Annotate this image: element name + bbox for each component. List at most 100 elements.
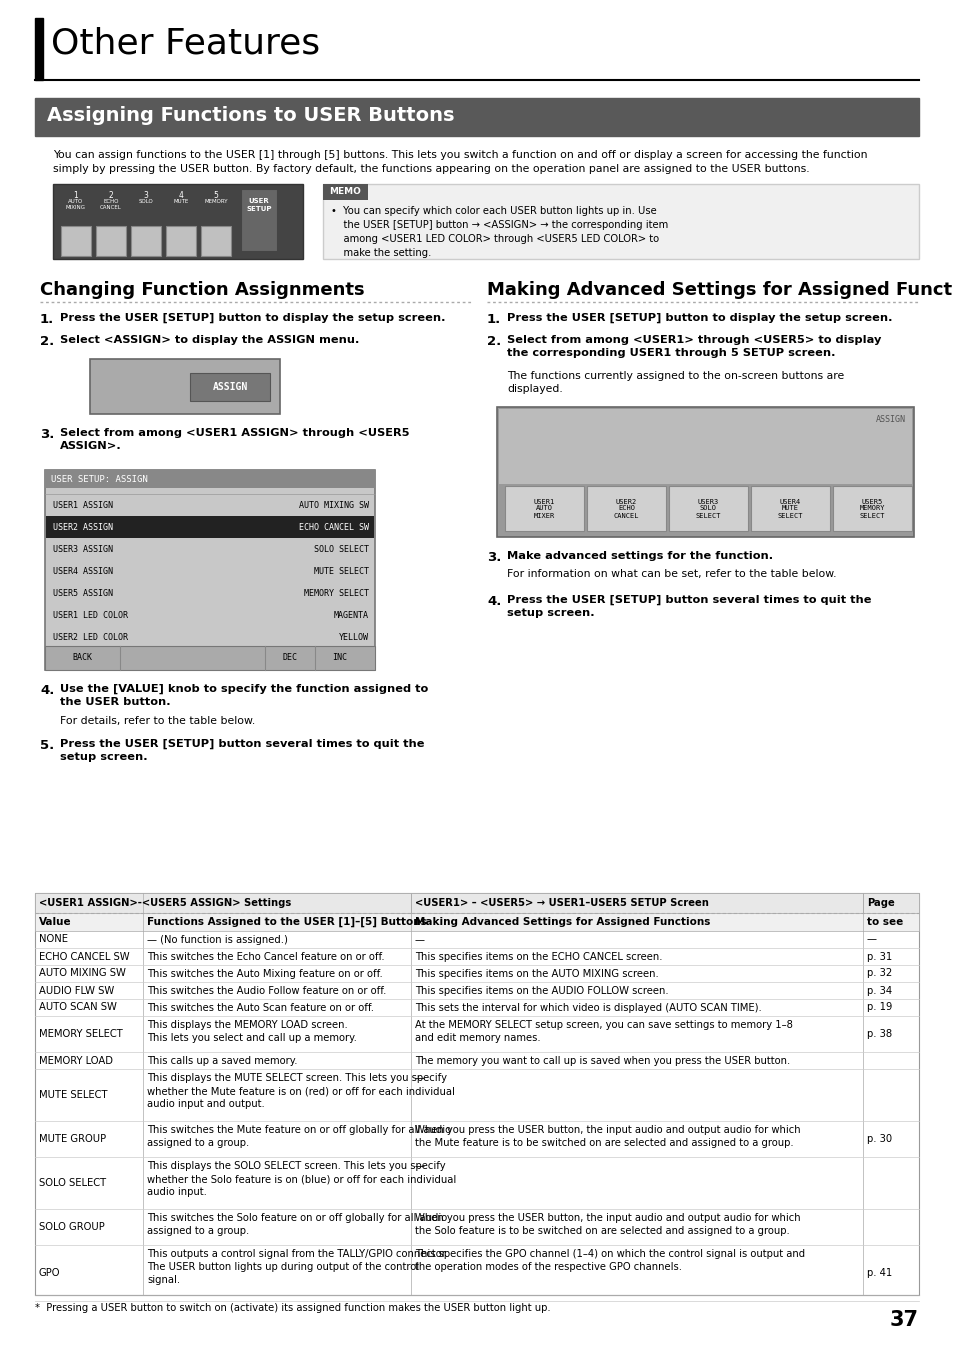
Text: p. 32: p. 32 [866,968,891,979]
Bar [45,470,375,670]
Text: 2.: 2. [40,335,54,348]
Text: Assigning Functions to USER Buttons: Assigning Functions to USER Buttons [47,107,454,126]
Bar [750,486,829,531]
Bar [45,647,375,670]
Text: ASSIGN: ASSIGN [213,382,248,391]
Text: This switches the Echo Cancel feature on or off.: This switches the Echo Cancel feature on… [147,952,384,963]
Text: At the MEMORY SELECT setup screen, you can save settings to memory 1–8
and edit : At the MEMORY SELECT setup screen, you c… [415,1021,792,1044]
Text: You can assign functions to the USER [1] through [5] buttons. This lets you swit: You can assign functions to the USER [1]… [53,150,866,161]
Bar [323,184,368,200]
Text: USER2 LED COLOR: USER2 LED COLOR [53,633,128,641]
Text: This calls up a saved memory.: This calls up a saved memory. [147,1056,297,1066]
Text: Press the USER [SETUP] button several times to quit the
setup screen.: Press the USER [SETUP] button several ti… [506,595,871,618]
Text: This sets the interval for which video is displayed (AUTO SCAN TIME).: This sets the interval for which video i… [415,1003,760,1012]
Text: —: — [866,934,876,945]
Bar [35,892,411,913]
Bar [90,359,280,414]
Bar [201,225,231,256]
Text: 3.: 3. [40,428,54,441]
Text: This switches the Auto Scan feature on or off.: This switches the Auto Scan feature on o… [147,1003,374,1012]
Text: When you press the USER button, the input audio and output audio for which
the S: When you press the USER button, the inpu… [415,1214,800,1237]
Text: USER1 ASSIGN: USER1 ASSIGN [53,501,112,509]
Text: p. 19: p. 19 [866,1003,891,1012]
Text: 1.: 1. [486,313,500,325]
Text: AUTO
MIXING: AUTO MIXING [66,198,86,209]
Text: <USER1 ASSIGN>-<USER5 ASSIGN> Settings: <USER1 ASSIGN>-<USER5 ASSIGN> Settings [39,898,291,909]
Bar [668,486,747,531]
Text: 1: 1 [73,190,78,200]
Text: AUTO MIXING SW: AUTO MIXING SW [298,501,369,509]
Bar [131,225,161,256]
Text: —: — [415,1161,424,1170]
Text: SETUP: SETUP [246,207,272,212]
Text: p. 41: p. 41 [866,1268,891,1278]
Text: Press the USER [SETUP] button several times to quit the
setup screen.: Press the USER [SETUP] button several ti… [60,738,424,763]
Text: Value: Value [39,917,71,927]
Text: ECHO
CANCEL: ECHO CANCEL [100,198,122,209]
Text: USER3 ASSIGN: USER3 ASSIGN [53,544,112,554]
Text: simply by pressing the USER button. By factory default, the functions appearing : simply by pressing the USER button. By f… [53,163,809,174]
Text: ECHO CANCEL SW: ECHO CANCEL SW [39,952,130,961]
Text: 3.: 3. [486,551,501,564]
Text: This specifies items on the AUTO MIXING screen.: This specifies items on the AUTO MIXING … [415,969,659,979]
Text: AUDIO FLW SW: AUDIO FLW SW [39,986,114,995]
Text: MUTE: MUTE [173,198,189,204]
Text: MEMORY: MEMORY [204,198,228,204]
Text: Select <ASSIGN> to display the ASSIGN menu.: Select <ASSIGN> to display the ASSIGN me… [60,335,359,346]
Bar [35,892,918,1295]
Text: YELLOW: YELLOW [338,633,369,641]
Text: Functions Assigned to the USER [1]–[5] Buttons: Functions Assigned to the USER [1]–[5] B… [147,917,426,927]
Text: MUTE SELECT: MUTE SELECT [39,1089,108,1100]
Text: MEMORY LOAD: MEMORY LOAD [39,1056,112,1065]
Text: USER5
MEMORY
SELECT: USER5 MEMORY SELECT [859,498,884,518]
Text: For information on what can be set, refer to the table below.: For information on what can be set, refe… [506,568,836,579]
Text: Select from among <USER1> through <USER5> to display
the corresponding USER1 thr: Select from among <USER1> through <USER5… [506,335,881,358]
Text: AUTO SCAN SW: AUTO SCAN SW [39,1003,117,1012]
Text: USER3
SOLO
SELECT: USER3 SOLO SELECT [695,498,720,518]
Text: p. 30: p. 30 [866,1134,891,1143]
Text: BACK: BACK [71,653,91,663]
Text: Page: Page [866,898,894,909]
Text: —: — [415,1073,424,1083]
Text: SOLO: SOLO [138,198,153,204]
Text: The memory you want to call up is saved when you press the USER button.: The memory you want to call up is saved … [415,1056,789,1066]
Text: DEC: DEC [282,653,297,663]
Text: USER2 ASSIGN: USER2 ASSIGN [53,522,112,532]
Bar [504,486,583,531]
Text: p. 31: p. 31 [866,952,891,961]
Text: —: — [415,936,424,945]
Bar [45,470,375,487]
Bar [862,892,918,913]
Bar [46,516,374,539]
Bar [190,373,270,401]
Bar [411,892,862,913]
Text: AUTO MIXING SW: AUTO MIXING SW [39,968,126,979]
Text: to see: to see [866,917,902,927]
Text: MEMO: MEMO [329,188,361,197]
Text: 5.: 5. [40,738,54,752]
Text: 3: 3 [143,190,149,200]
Text: USER2
ECHO
CANCEL: USER2 ECHO CANCEL [613,498,639,518]
Bar [61,225,91,256]
Text: For details, refer to the table below.: For details, refer to the table below. [60,716,255,726]
Bar [498,409,911,485]
Bar [35,18,43,80]
Bar [166,225,195,256]
Text: 2.: 2. [486,335,500,348]
Text: This outputs a control signal from the TALLY/GPIO connector.
The USER button lig: This outputs a control signal from the T… [147,1249,448,1285]
Text: This specifies items on the ECHO CANCEL screen.: This specifies items on the ECHO CANCEL … [415,952,661,963]
Text: This switches the Solo feature on or off globally for all audio
assigned to a gr: This switches the Solo feature on or off… [147,1214,447,1237]
Text: 37: 37 [889,1310,918,1330]
Text: 4: 4 [178,190,183,200]
Text: Press the USER [SETUP] button to display the setup screen.: Press the USER [SETUP] button to display… [506,313,892,323]
Bar [35,913,918,931]
Text: 4.: 4. [40,684,54,697]
Text: •  You can specify which color each USER button lights up in. Use
    the USER [: • You can specify which color each USER … [331,207,667,258]
Text: When you press the USER button, the input audio and output audio for which
the M: When you press the USER button, the inpu… [415,1125,800,1149]
Text: GPO: GPO [39,1268,60,1278]
Text: Make advanced settings for the function.: Make advanced settings for the function. [506,551,772,562]
Bar [96,225,126,256]
Text: MUTE SELECT: MUTE SELECT [314,567,369,575]
Text: This specifies items on the AUDIO FOLLOW screen.: This specifies items on the AUDIO FOLLOW… [415,986,668,996]
Text: This displays the MUTE SELECT screen. This lets you specify
whether the Mute fea: This displays the MUTE SELECT screen. Th… [147,1073,455,1110]
